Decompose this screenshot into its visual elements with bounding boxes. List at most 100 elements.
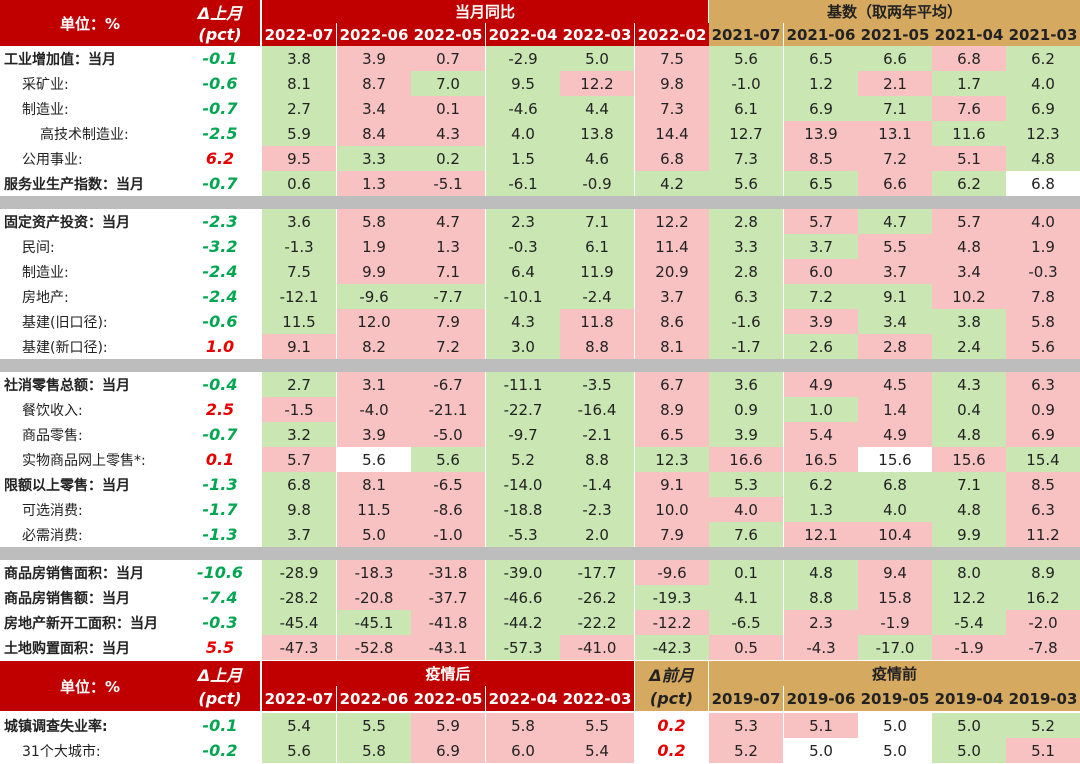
value-cell: -22.2 [560, 610, 634, 635]
value-cell: 3.4 [858, 309, 932, 334]
value-cell: 5.6 [262, 738, 336, 763]
value-cell: 6.5 [784, 46, 858, 71]
value-cell: -2.0 [1006, 610, 1080, 635]
value-cell: 15.6 [858, 447, 932, 472]
value-cell: 6.1 [709, 96, 783, 121]
column-header: 2021-07 [709, 23, 783, 46]
row-label: 采矿业: [22, 76, 69, 93]
value-cell: 4.0 [1006, 209, 1080, 234]
value-cell: 3.6 [262, 209, 336, 234]
delta-value: -0.6 [202, 74, 238, 93]
section-separator [0, 359, 1080, 372]
section-separator [0, 547, 1080, 560]
value-cell: 1.9 [337, 234, 411, 259]
value-cell: 4.9 [858, 422, 932, 447]
value-cell: -44.2 [486, 610, 560, 635]
value-cell: 7.1 [932, 472, 1006, 497]
column-header: 2021-04 [932, 23, 1006, 46]
value-cell: 6.5 [635, 422, 709, 447]
value-cell: 1.3 [411, 234, 485, 259]
column-header: 2021-06 [784, 23, 858, 46]
value-cell: 6.9 [1006, 96, 1080, 121]
value-cell: 5.8 [1006, 309, 1080, 334]
value-cell: 3.7 [858, 259, 932, 284]
value-cell: 6.3 [1006, 372, 1080, 397]
value-cell: -12.1 [262, 284, 336, 309]
value-cell: 3.7 [635, 284, 709, 309]
row-label: 31个大城市: [22, 743, 101, 760]
delta2-value: 0.2 [657, 741, 686, 760]
delta-value: 0.1 [205, 450, 235, 469]
delta-value: 1.0 [205, 337, 235, 356]
value-cell: 3.3 [337, 146, 411, 171]
value-cell: 6.9 [1006, 422, 1080, 447]
value-cell: -18.3 [337, 560, 411, 585]
delta-value: -0.3 [202, 613, 238, 632]
value-cell: 7.3 [709, 146, 783, 171]
delta-value: -0.6 [202, 312, 238, 331]
value-cell: 2.7 [262, 372, 336, 397]
value-cell: 4.2 [635, 171, 709, 196]
value-cell: 3.4 [337, 96, 411, 121]
delta-value: -0.7 [202, 425, 238, 444]
value-cell: 12.3 [635, 447, 709, 472]
value-cell: 12.2 [635, 209, 709, 234]
value-cell: -28.2 [262, 585, 336, 610]
value-cell: 6.0 [784, 259, 858, 284]
value-cell: -1.9 [858, 610, 932, 635]
value-cell: -26.2 [560, 585, 634, 610]
value-cell: -6.1 [486, 171, 560, 196]
column-header: 2022-03 [560, 23, 634, 46]
group-before-header: 疫情前 [709, 661, 1080, 686]
delta-value: -0.7 [202, 174, 238, 193]
value-cell: 8.6 [635, 309, 709, 334]
value-cell: 7.8 [1006, 284, 1080, 309]
value-cell: -46.6 [486, 585, 560, 610]
value-cell: 8.8 [784, 585, 858, 610]
value-cell: 7.0 [411, 71, 485, 96]
delta-unit: (pct) [180, 23, 260, 46]
value-cell: 13.1 [858, 121, 932, 146]
value-cell: 8.5 [784, 146, 858, 171]
value-cell: 3.8 [932, 309, 1006, 334]
value-cell: -5.0 [411, 422, 485, 447]
value-cell: -6.7 [411, 372, 485, 397]
value-cell: 3.7 [262, 522, 336, 547]
value-cell: -10.1 [486, 284, 560, 309]
value-cell: 5.2 [486, 447, 560, 472]
value-cell: -19.3 [635, 585, 709, 610]
value-cell: 5.0 [337, 522, 411, 547]
value-cell: -21.1 [411, 397, 485, 422]
delta-value: -2.3 [202, 212, 238, 231]
value-cell: 5.9 [411, 713, 485, 738]
value-cell: 4.0 [486, 121, 560, 146]
row-label: 社消零售总额：当月 [4, 377, 130, 394]
value-cell: 0.2 [411, 146, 485, 171]
value-cell: 6.8 [858, 472, 932, 497]
value-cell: -31.8 [411, 560, 485, 585]
value-cell: 3.9 [337, 422, 411, 447]
value-cell: 4.6 [560, 146, 634, 171]
value-cell: 4.0 [709, 497, 783, 522]
value-cell: 11.5 [262, 309, 336, 334]
column-header: 2022-06 [337, 23, 411, 46]
row-label: 基建(旧口径): [22, 314, 108, 331]
value-cell: 5.4 [560, 738, 634, 763]
delta-value: -1.7 [202, 500, 238, 519]
value-cell: 2.3 [784, 610, 858, 635]
value-cell: 5.6 [337, 447, 411, 472]
value-cell: -17.0 [858, 635, 932, 660]
value-cell: 6.2 [932, 171, 1006, 196]
value-cell: 11.8 [560, 309, 634, 334]
value-cell: 5.6 [709, 46, 783, 71]
value-cell: 7.1 [858, 96, 932, 121]
value-cell: 12.0 [337, 309, 411, 334]
value-cell: 5.6 [709, 171, 783, 196]
value-cell: 7.6 [709, 522, 783, 547]
value-cell: 5.4 [262, 713, 336, 738]
bottom-unit-label: 单位：% [0, 661, 180, 711]
value-cell: 11.6 [932, 121, 1006, 146]
value-cell: -1.7 [709, 334, 783, 359]
value-cell: 5.8 [337, 738, 411, 763]
value-cell: 5.0 [932, 713, 1006, 738]
